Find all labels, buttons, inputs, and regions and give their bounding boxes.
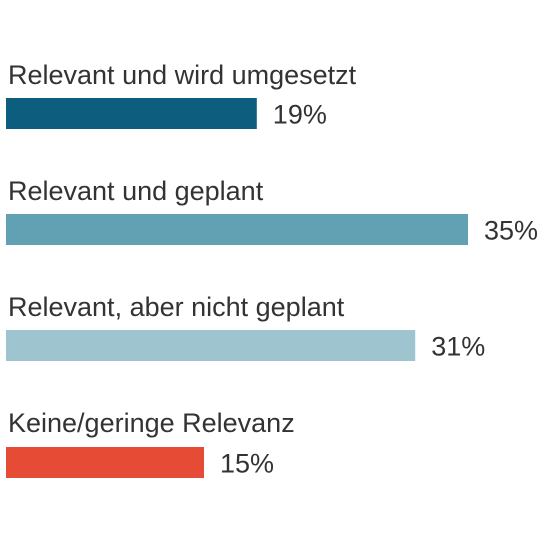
category-label: Relevant und wird umgesetzt — [8, 60, 357, 90]
category-label: Relevant, aber nicht geplant — [8, 292, 345, 322]
bar — [6, 214, 468, 245]
value-label: 19% — [273, 100, 327, 130]
category-label: Relevant und geplant — [8, 176, 264, 206]
bar — [6, 447, 204, 478]
bar — [6, 98, 257, 129]
category-label: Keine/geringe Relevanz — [8, 408, 295, 438]
bar — [6, 330, 416, 361]
value-label: 31% — [431, 332, 485, 362]
value-label: 15% — [220, 449, 274, 479]
value-label: 35% — [484, 216, 538, 246]
